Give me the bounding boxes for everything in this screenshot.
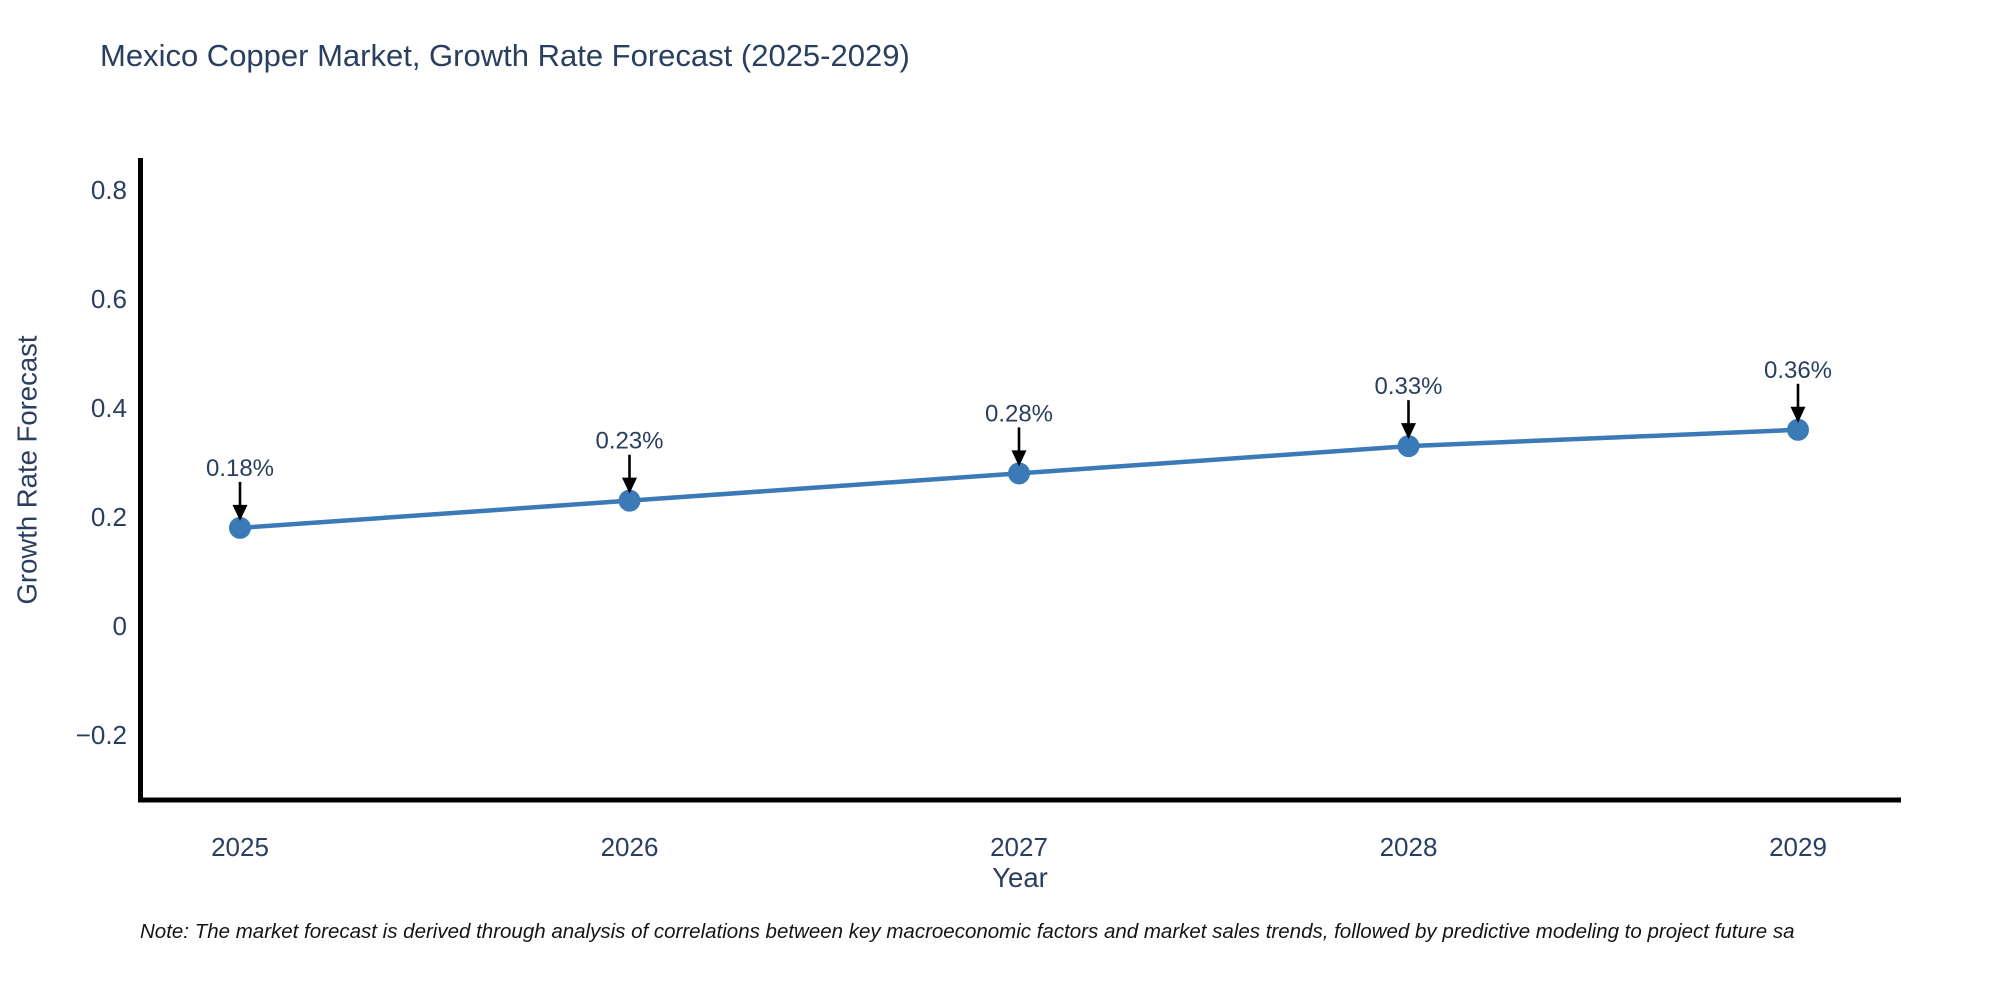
data-point-marker <box>1397 435 1420 458</box>
data-point-label: 0.18% <box>206 455 274 482</box>
y-axis-title: Growth Rate Forecast <box>12 335 43 604</box>
y-tick-label: −0.2 <box>76 720 127 750</box>
annotation-arrow-head <box>1011 450 1027 467</box>
y-tick-label: 0.6 <box>91 284 127 314</box>
annotation-arrow-head <box>232 504 248 521</box>
trend-line-series <box>229 418 1809 539</box>
x-axis-title: Year <box>992 862 1048 893</box>
data-point-marker <box>1787 418 1809 441</box>
y-tick-label: 0.4 <box>91 393 127 423</box>
y-tick-labels: 0.8 0.6 0.4 0.2 0 −0.2 <box>76 175 127 750</box>
data-point-label: 0.28% <box>985 400 1053 427</box>
data-point-marker <box>618 489 641 512</box>
x-tick-label: 2027 <box>990 832 1048 862</box>
chart-title: Mexico Copper Market, Growth Rate Foreca… <box>100 38 910 73</box>
y-tick-label: 0.8 <box>91 175 127 205</box>
data-point-marker <box>229 516 251 539</box>
data-annotations: 0.18% 0.23% 0.28% 0.33% 0.36% <box>206 357 1832 521</box>
x-tick-label: 2028 <box>1380 832 1438 862</box>
annotation-arrow-head <box>1401 423 1416 440</box>
data-point-label: 0.23% <box>595 428 663 455</box>
annotation-arrow-head <box>622 477 637 494</box>
axis-spines <box>138 158 1901 803</box>
data-point-marker <box>1008 462 1030 485</box>
x-tick-labels: 2025 2026 2027 2028 2029 <box>211 832 1827 862</box>
footnote: Note: The market forecast is derived thr… <box>140 920 1795 943</box>
x-tick-label: 2025 <box>211 832 269 862</box>
x-tick-label: 2029 <box>1769 832 1827 862</box>
annotation-arrow-head <box>1790 406 1806 423</box>
y-tick-label: 0 <box>113 611 127 641</box>
x-tick-label: 2026 <box>601 832 659 862</box>
data-point-label: 0.33% <box>1374 373 1442 400</box>
data-point-label: 0.36% <box>1764 357 1832 384</box>
y-tick-label: 0.2 <box>91 502 127 532</box>
